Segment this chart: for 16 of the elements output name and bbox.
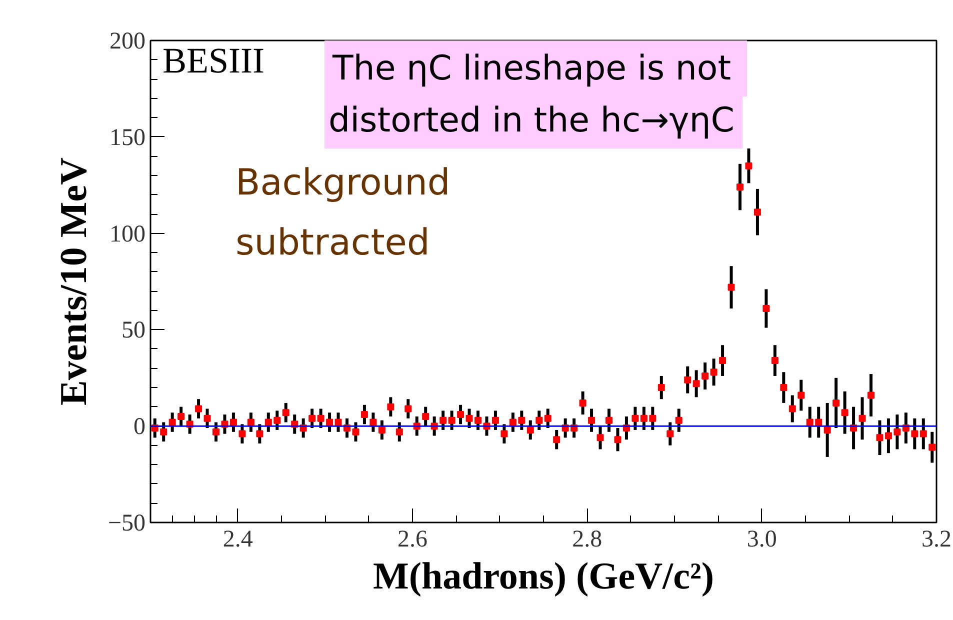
x-tick-label: 3.2 (922, 526, 952, 552)
annotation: BESIII (162, 40, 264, 80)
y-tick-label: 150 (110, 124, 146, 151)
annotation: Background subtracted (236, 162, 450, 264)
annotation: The ηC lineshape is not distorted in the hc→γηC (328, 48, 735, 140)
y-tick-label: −50 (108, 510, 146, 536)
y-tick-label: 200 (110, 28, 146, 54)
y-tick-label: 50 (122, 318, 146, 344)
x-tick-label: 2.8 (572, 526, 602, 552)
y-axis-title: Events/10 MeV (52, 156, 95, 406)
y-tick-label: 0 (134, 414, 146, 440)
x-axis-title: M(hadrons) (GeV/c²) (372, 556, 714, 598)
y-tick-label: 100 (110, 221, 146, 248)
x-tick-label: 2.4 (222, 526, 253, 552)
x-tick-label: 3.0 (746, 526, 777, 552)
x-tick-label: 2.6 (398, 526, 428, 552)
